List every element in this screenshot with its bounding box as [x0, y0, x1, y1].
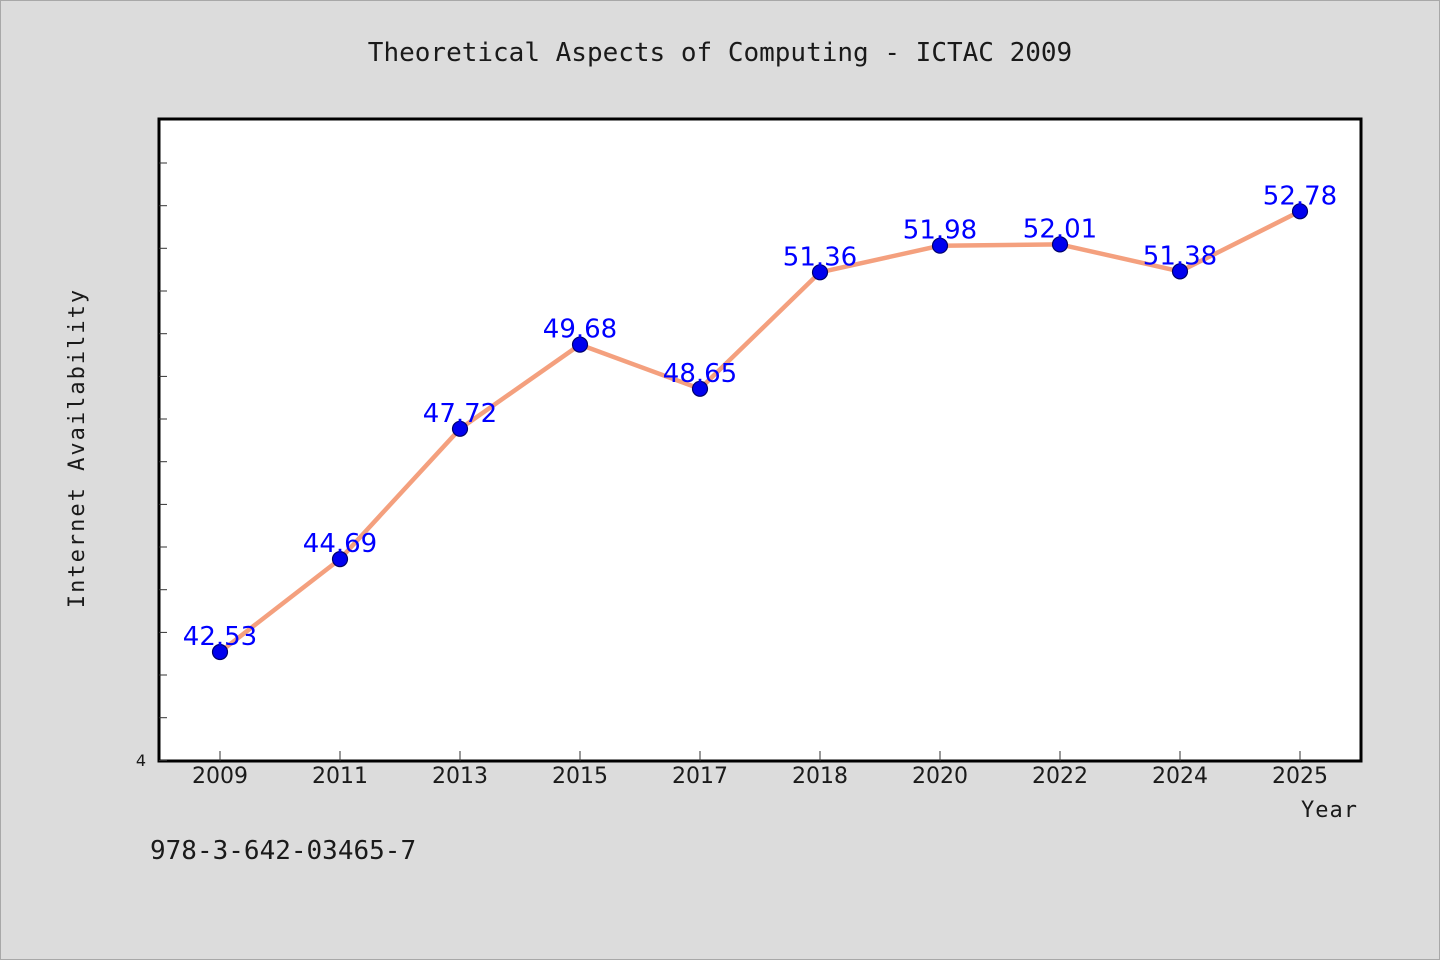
- chart-title: Theoretical Aspects of Computing - ICTAC…: [368, 38, 1072, 68]
- data-label-2025: 52.78: [1263, 181, 1337, 211]
- series-line: [217, 209, 1303, 655]
- x-tick-label-2015: 2015: [552, 764, 608, 789]
- data-label-2022: 52.01: [1023, 214, 1097, 244]
- x-tick-label-2017: 2017: [672, 764, 728, 789]
- data-label-2020: 51.98: [903, 216, 977, 246]
- x-tick-label-2020: 2020: [912, 764, 968, 789]
- data-label-2013: 47.72: [423, 399, 497, 429]
- data-point-2025: [1291, 203, 1309, 220]
- x-tick-label-2022: 2022: [1032, 764, 1088, 789]
- y-tick-label: 4: [136, 751, 146, 770]
- data-label-2017: 48.65: [663, 359, 737, 389]
- x-axis-ticks: [219, 751, 1301, 761]
- x-tick-label-2009: 2009: [192, 764, 248, 789]
- data-label-2024: 51.38: [1143, 241, 1217, 271]
- data-point-2013: [451, 420, 469, 437]
- x-axis-tick-labels: 2009 2011 2013 2015 2017 2018 2020 2022 2024 2025: [192, 764, 1328, 789]
- x-tick-label-2018: 2018: [792, 764, 848, 789]
- data-labels: 42.53 44.69 47.72 49.68 48.65 51.36 51.98 52.01…: [183, 181, 1337, 652]
- data-label-2015: 49.68: [543, 315, 617, 345]
- data-point-2009: [211, 643, 229, 661]
- x-tick-label-2013: 2013: [432, 764, 488, 789]
- x-tick-label-2025: 2025: [1272, 764, 1328, 789]
- data-label-2018: 51.36: [783, 242, 857, 272]
- data-point-2022: [1051, 236, 1069, 253]
- data-point-2011: [331, 550, 349, 568]
- y-axis-title: Internet Availability: [65, 288, 90, 608]
- y-axis-ticks: [159, 162, 167, 761]
- data-point-2024: [1171, 263, 1189, 280]
- data-label-2009: 42.53: [183, 622, 257, 652]
- x-tick-label-2011: 2011: [312, 764, 368, 789]
- data-label-2011: 44.69: [303, 529, 377, 559]
- data-series: [217, 209, 1303, 655]
- data-point-2015: [571, 336, 589, 353]
- plot-area: [157, 117, 1363, 763]
- data-point-2018: [811, 264, 829, 281]
- isbn-footer: 978-3-642-03465-7: [150, 836, 417, 866]
- data-point-2017: [691, 380, 709, 397]
- data-point-2020: [931, 237, 949, 254]
- x-tick-label-2024: 2024: [1152, 764, 1208, 789]
- data-markers: [211, 203, 1309, 661]
- x-axis-title: Year: [1301, 798, 1358, 823]
